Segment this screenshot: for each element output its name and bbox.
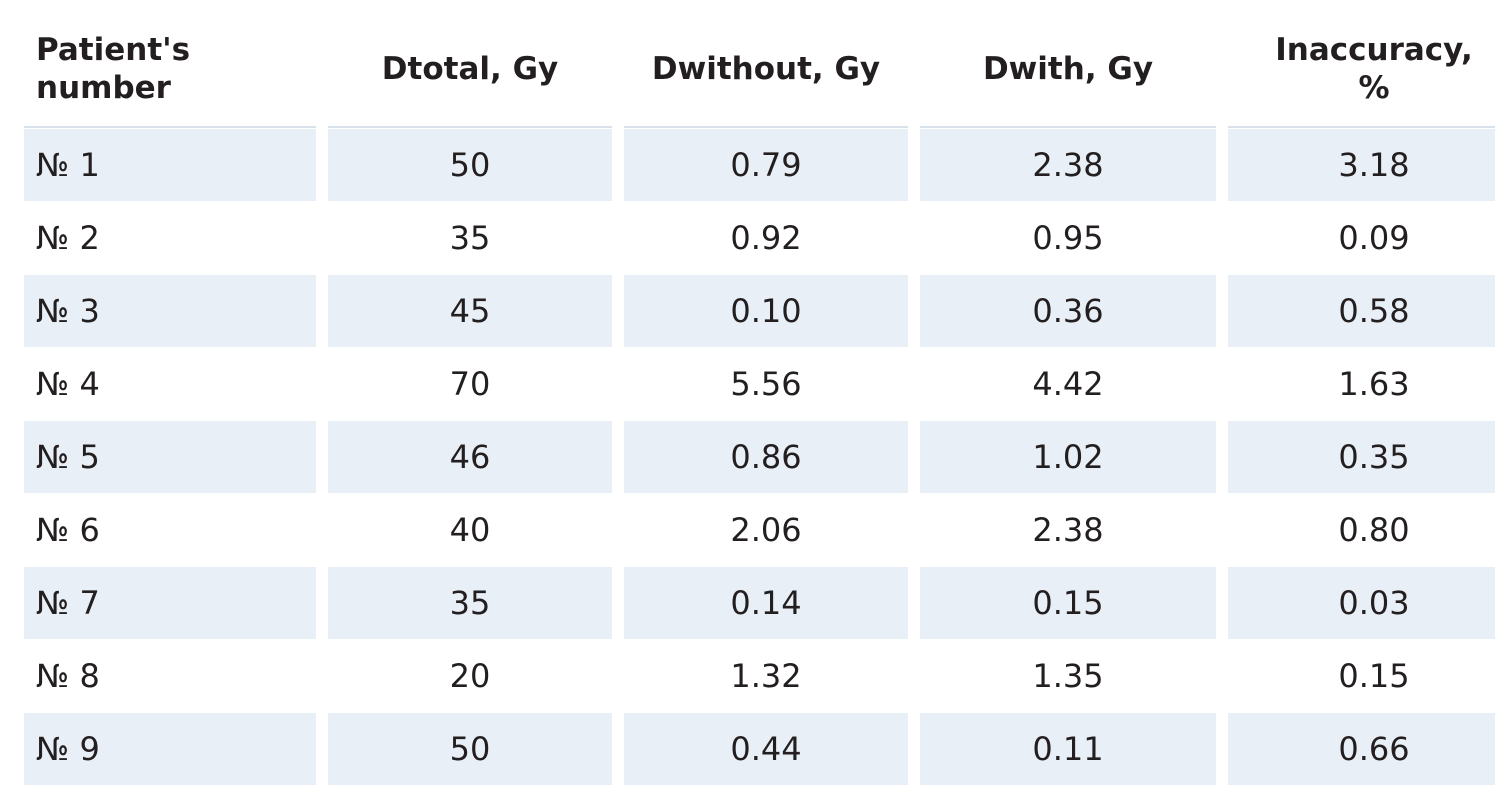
cell-dwithout: 0.92 bbox=[624, 201, 908, 274]
cell-inaccuracy: 0.66 bbox=[1228, 712, 1495, 785]
header-label: Dtotal, Gy bbox=[381, 51, 559, 87]
cell-dtotal: 40 bbox=[328, 493, 612, 566]
header-patient-number: Patient's number bbox=[24, 18, 316, 128]
cell-dwithout: 0.10 bbox=[624, 274, 908, 347]
header-label: Inaccuracy, % bbox=[1275, 32, 1473, 106]
cell-dwith: 0.95 bbox=[920, 201, 1216, 274]
cell-inaccuracy: 0.03 bbox=[1228, 566, 1495, 639]
cell-patient: № 7 bbox=[24, 566, 316, 639]
dose-table: Patient's number Dtotal, Gy Dwithout, Gy… bbox=[12, 18, 1495, 785]
cell-inaccuracy: 0.80 bbox=[1228, 493, 1495, 566]
cell-inaccuracy: 3.18 bbox=[1228, 128, 1495, 201]
cell-dtotal: 35 bbox=[328, 201, 612, 274]
table-row: № 2 35 0.92 0.95 0.09 bbox=[24, 201, 1495, 274]
cell-dwith: 2.38 bbox=[920, 493, 1216, 566]
cell-dwithout: 5.56 bbox=[624, 347, 908, 420]
cell-dtotal: 70 bbox=[328, 347, 612, 420]
table-header: Patient's number Dtotal, Gy Dwithout, Gy… bbox=[24, 18, 1495, 128]
cell-dwith: 0.11 bbox=[920, 712, 1216, 785]
cell-dwith: 0.36 bbox=[920, 274, 1216, 347]
header-inaccuracy: Inaccuracy, % bbox=[1228, 18, 1495, 128]
header-label: Patient's number bbox=[36, 32, 191, 106]
cell-dtotal: 50 bbox=[328, 712, 612, 785]
cell-dwithout: 0.14 bbox=[624, 566, 908, 639]
header-dtotal: Dtotal, Gy bbox=[328, 18, 612, 128]
table-row: № 5 46 0.86 1.02 0.35 bbox=[24, 420, 1495, 493]
cell-patient: № 6 bbox=[24, 493, 316, 566]
table-row: № 8 20 1.32 1.35 0.15 bbox=[24, 639, 1495, 712]
table-row: № 9 50 0.44 0.11 0.66 bbox=[24, 712, 1495, 785]
cell-dtotal: 35 bbox=[328, 566, 612, 639]
cell-patient: № 3 bbox=[24, 274, 316, 347]
cell-dtotal: 50 bbox=[328, 128, 612, 201]
cell-patient: № 5 bbox=[24, 420, 316, 493]
cell-dwithout: 0.79 bbox=[624, 128, 908, 201]
cell-inaccuracy: 1.63 bbox=[1228, 347, 1495, 420]
cell-patient: № 2 bbox=[24, 201, 316, 274]
header-dwithout: Dwithout, Gy bbox=[624, 18, 908, 128]
table-row: № 1 50 0.79 2.38 3.18 bbox=[24, 128, 1495, 201]
cell-inaccuracy: 0.09 bbox=[1228, 201, 1495, 274]
cell-patient: № 9 bbox=[24, 712, 316, 785]
table-row: № 7 35 0.14 0.15 0.03 bbox=[24, 566, 1495, 639]
cell-dwithout: 0.44 bbox=[624, 712, 908, 785]
cell-dwithout: 2.06 bbox=[624, 493, 908, 566]
cell-dwith: 1.35 bbox=[920, 639, 1216, 712]
cell-dtotal: 46 bbox=[328, 420, 612, 493]
cell-inaccuracy: 0.35 bbox=[1228, 420, 1495, 493]
cell-dwithout: 0.86 bbox=[624, 420, 908, 493]
header-row: Patient's number Dtotal, Gy Dwithout, Gy… bbox=[24, 18, 1495, 128]
cell-dwith: 4.42 bbox=[920, 347, 1216, 420]
cell-dwith: 2.38 bbox=[920, 128, 1216, 201]
cell-dtotal: 45 bbox=[328, 274, 612, 347]
cell-patient: № 4 bbox=[24, 347, 316, 420]
cell-inaccuracy: 0.58 bbox=[1228, 274, 1495, 347]
table-row: № 3 45 0.10 0.36 0.58 bbox=[24, 274, 1495, 347]
cell-inaccuracy: 0.15 bbox=[1228, 639, 1495, 712]
cell-dwith: 0.15 bbox=[920, 566, 1216, 639]
cell-dwith: 1.02 bbox=[920, 420, 1216, 493]
header-label: Dwithout, Gy bbox=[651, 51, 881, 87]
cell-patient: № 8 bbox=[24, 639, 316, 712]
table-body: № 1 50 0.79 2.38 3.18 № 2 35 0.92 0.95 0… bbox=[24, 128, 1495, 785]
table-row: № 4 70 5.56 4.42 1.63 bbox=[24, 347, 1495, 420]
table-row: № 6 40 2.06 2.38 0.80 bbox=[24, 493, 1495, 566]
header-dwith: Dwith, Gy bbox=[920, 18, 1216, 128]
cell-patient: № 1 bbox=[24, 128, 316, 201]
cell-dwithout: 1.32 bbox=[624, 639, 908, 712]
header-label: Dwith, Gy bbox=[982, 51, 1154, 87]
cell-dtotal: 20 bbox=[328, 639, 612, 712]
